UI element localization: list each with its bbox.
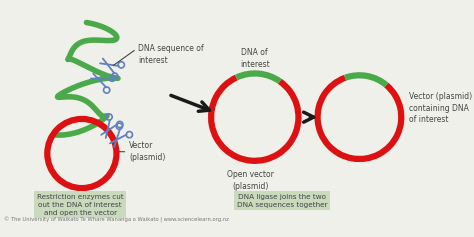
Text: Restriction enzymes cut
out the DNA of interest
and open the vector: Restriction enzymes cut out the DNA of i… (36, 194, 123, 216)
Text: DNA sequence of
interest: DNA sequence of interest (138, 44, 204, 65)
Text: Vector
(plasmid): Vector (plasmid) (129, 141, 165, 162)
Text: Open vector
(plasmid): Open vector (plasmid) (227, 170, 273, 191)
Text: © The University of Waikato Te Whare Wananga o Waikato | www.sciencelearn.org.nz: © The University of Waikato Te Whare Wan… (4, 217, 228, 223)
Text: Vector (plasmid)
containing DNA
of interest: Vector (plasmid) containing DNA of inter… (409, 92, 472, 124)
Text: DNA ligase joins the two
DNA sequences together: DNA ligase joins the two DNA sequences t… (237, 194, 328, 208)
Text: DNA of
interest: DNA of interest (240, 48, 270, 69)
